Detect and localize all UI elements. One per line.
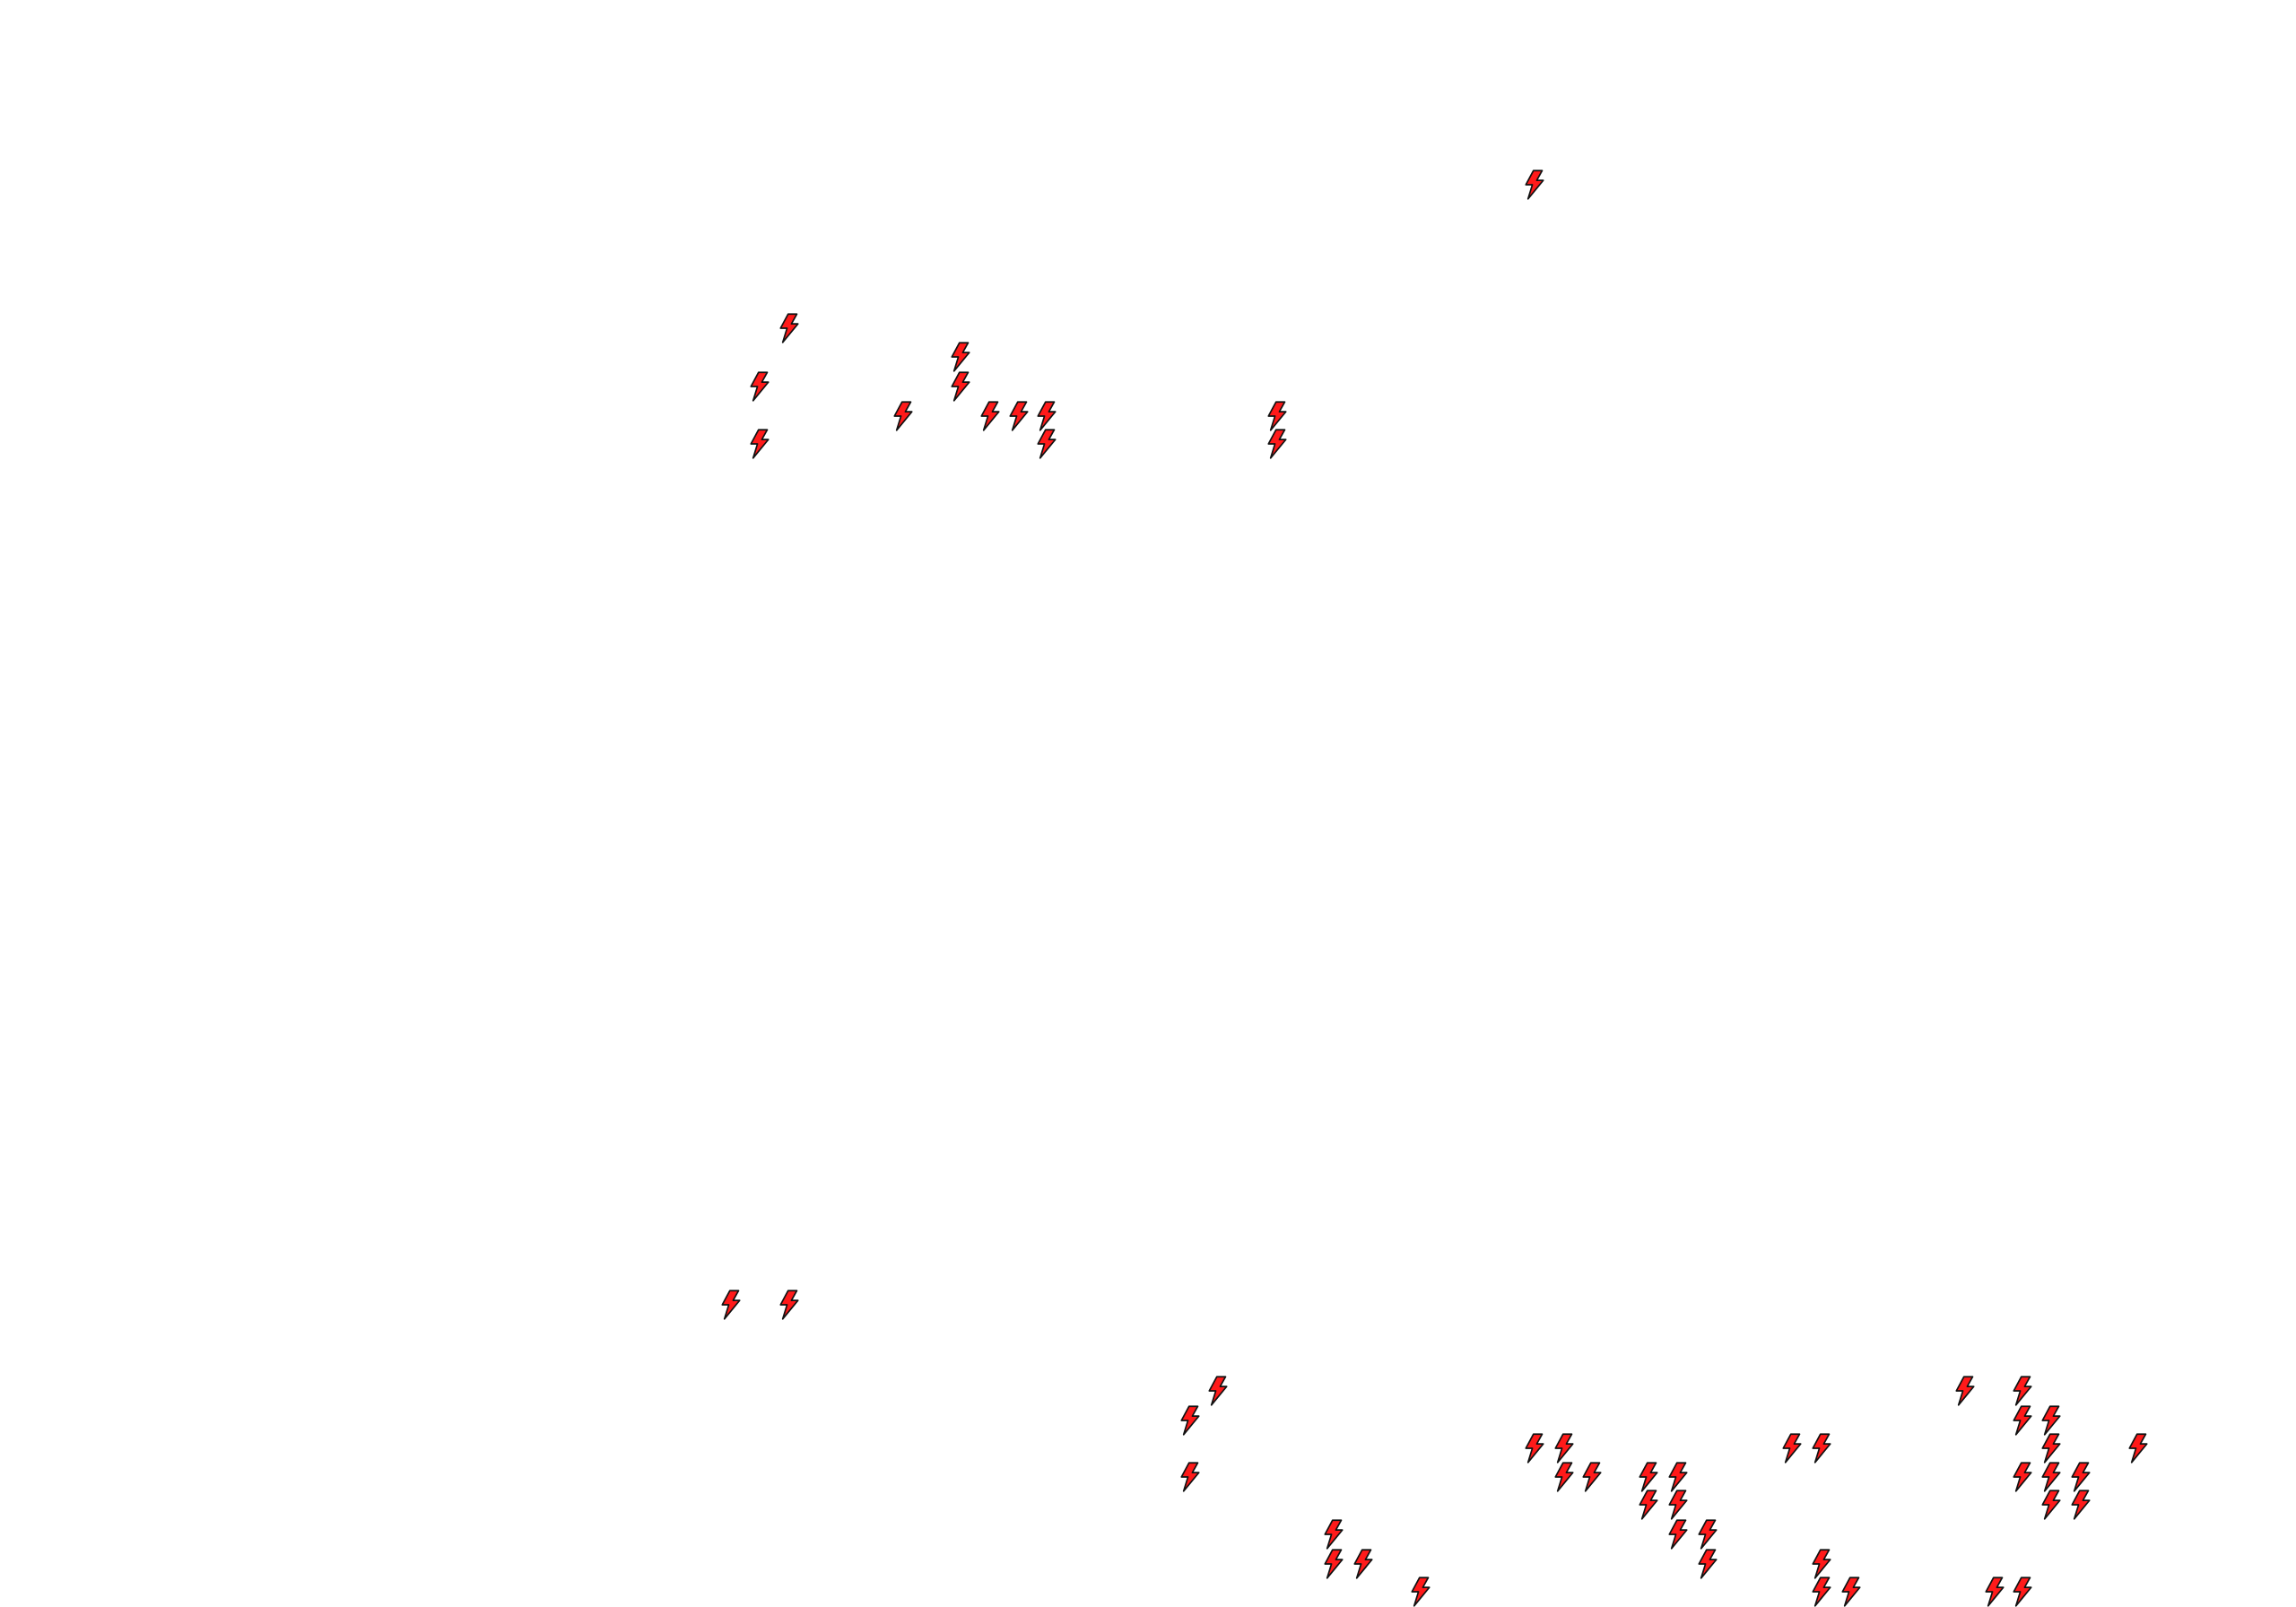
lightning-bolt-icon[interactable]: [2011, 1577, 2034, 1607]
lightning-bolt-icon[interactable]: [719, 1290, 743, 1320]
lightning-bolt-icon[interactable]: [891, 401, 915, 431]
lightning-bolt-icon[interactable]: [1580, 1462, 1604, 1492]
lightning-bolt-icon[interactable]: [1780, 1433, 1804, 1464]
lightning-bolt-icon[interactable]: [1523, 169, 1546, 200]
lightning-bolt-icon[interactable]: [1552, 1433, 1576, 1464]
lightning-bolt-icon[interactable]: [1352, 1549, 1375, 1579]
lightning-bolt-icon[interactable]: [1810, 1549, 1833, 1579]
lightning-bolt-icon[interactable]: [748, 429, 771, 459]
lightning-bolt-icon[interactable]: [1983, 1577, 2006, 1607]
lightning-bolt-icon[interactable]: [1953, 1376, 1977, 1406]
lightning-bolt-icon[interactable]: [778, 313, 801, 343]
lightning-bolt-icon[interactable]: [949, 342, 972, 372]
lightning-bolt-icon[interactable]: [1666, 1462, 1690, 1492]
lightning-bolt-icon[interactable]: [1265, 401, 1289, 431]
lightning-bolt-icon[interactable]: [2126, 1433, 2150, 1464]
lightning-bolt-icon[interactable]: [2011, 1405, 2034, 1436]
lightning-bolt-icon[interactable]: [2039, 1433, 2063, 1464]
lightning-bolt-icon[interactable]: [1265, 429, 1289, 459]
lightning-bolt-icon[interactable]: [2039, 1490, 2063, 1520]
lightning-bolt-icon[interactable]: [1178, 1405, 1202, 1436]
lightning-bolt-icon[interactable]: [1035, 401, 1058, 431]
lightning-bolt-icon[interactable]: [2039, 1405, 2063, 1436]
lightning-bolt-icon[interactable]: [1637, 1490, 1660, 1520]
lightning-bolt-icon[interactable]: [2069, 1490, 2092, 1520]
lightning-bolt-icon[interactable]: [1523, 1433, 1546, 1464]
lightning-bolt-icon[interactable]: [1178, 1462, 1202, 1492]
lightning-bolt-icon[interactable]: [2069, 1462, 2092, 1492]
lightning-bolt-icon[interactable]: [2011, 1462, 2034, 1492]
lightning-bolt-icon[interactable]: [1007, 401, 1031, 431]
lightning-bolt-icon[interactable]: [1696, 1549, 1719, 1579]
lightning-bolt-icon[interactable]: [1322, 1549, 1345, 1579]
lightning-bolt-icon[interactable]: [1666, 1519, 1690, 1550]
lightning-bolt-icon[interactable]: [1552, 1462, 1576, 1492]
lightning-bolt-icon[interactable]: [748, 371, 771, 402]
lightning-bolt-icon[interactable]: [1839, 1577, 1863, 1607]
lightning-bolt-icon[interactable]: [1637, 1462, 1660, 1492]
lightning-bolt-icon[interactable]: [1810, 1433, 1833, 1464]
lightning-bolt-icon[interactable]: [1322, 1519, 1345, 1550]
lightning-bolt-icon[interactable]: [1666, 1490, 1690, 1520]
lightning-bolt-icon[interactable]: [1206, 1376, 1230, 1406]
lightning-bolt-icon[interactable]: [949, 371, 972, 402]
lightning-bolt-icon[interactable]: [1409, 1577, 1432, 1607]
lightning-bolt-icon[interactable]: [778, 1290, 801, 1320]
lightning-bolt-icon[interactable]: [978, 401, 1002, 431]
lightning-bolt-icon[interactable]: [1696, 1519, 1719, 1550]
lightning-bolt-icon[interactable]: [1810, 1577, 1833, 1607]
lightning-bolt-icon[interactable]: [2039, 1462, 2063, 1492]
lightning-bolt-icon[interactable]: [2011, 1376, 2034, 1406]
lightning-bolt-icon[interactable]: [1035, 429, 1058, 459]
